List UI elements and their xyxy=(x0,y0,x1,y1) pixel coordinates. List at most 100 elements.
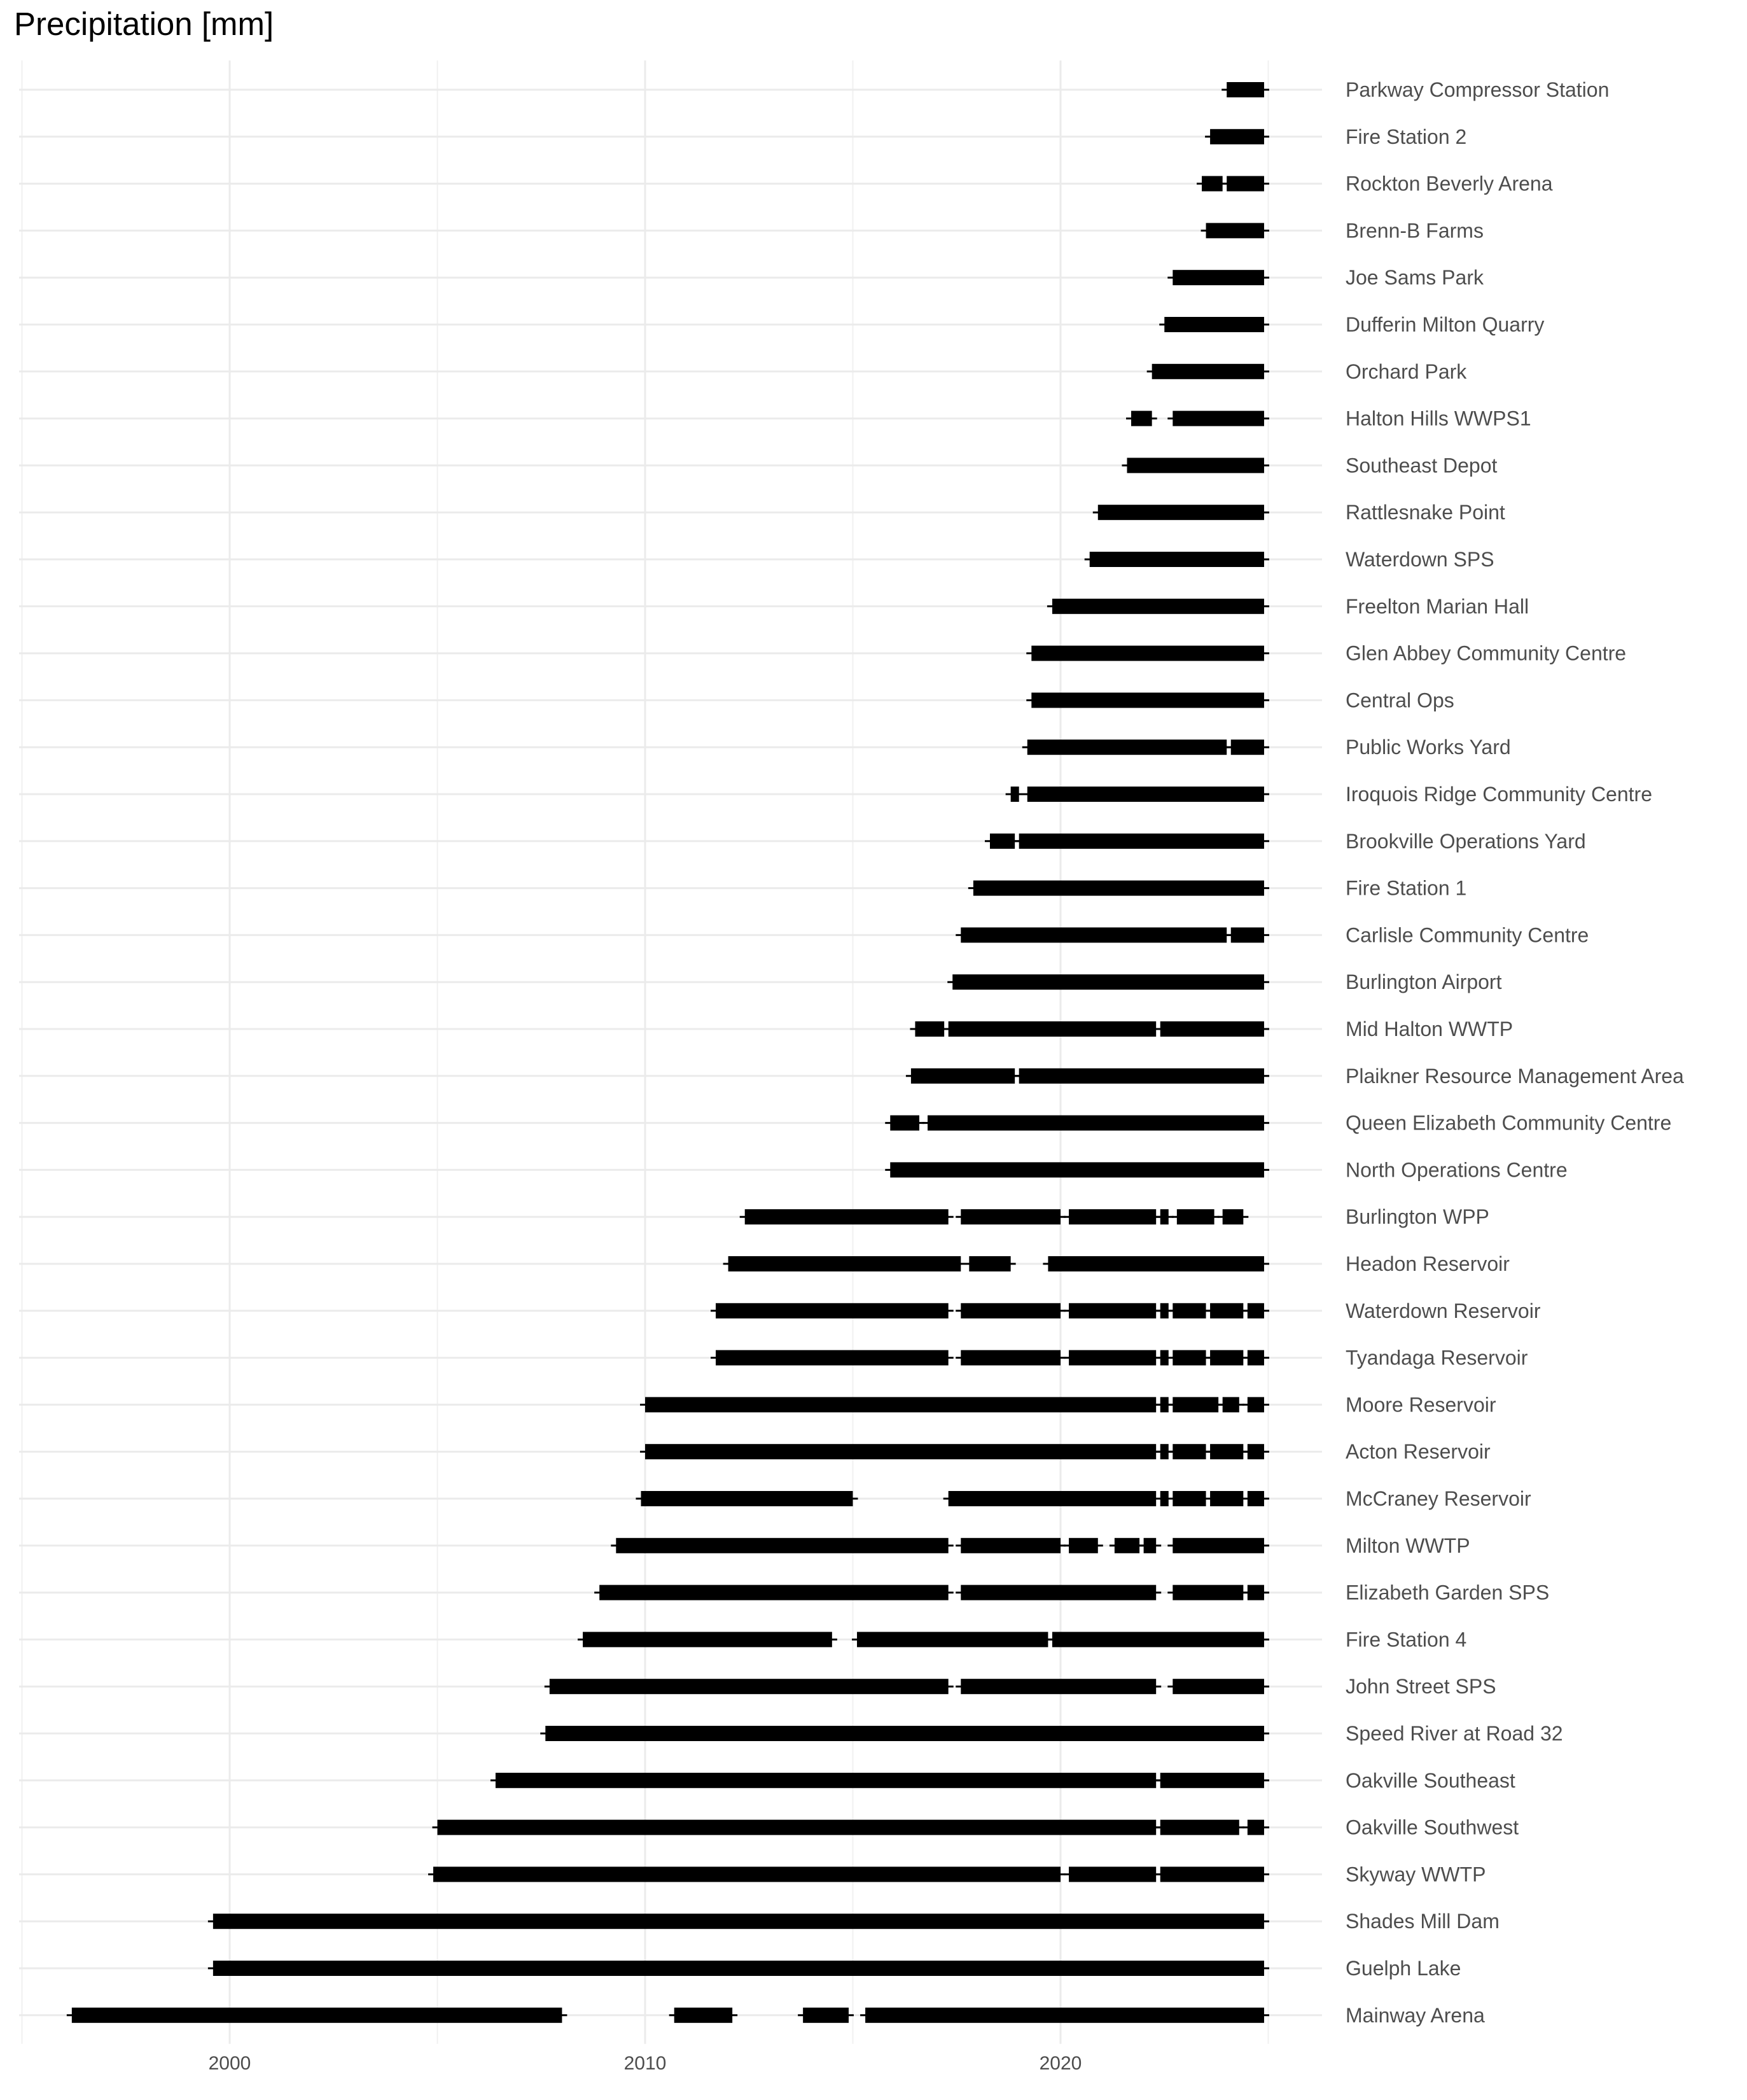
coverage-bar xyxy=(583,1632,832,1648)
x-tick-label: 2020 xyxy=(1040,2053,1082,2074)
coverage-bar xyxy=(1202,176,1223,192)
station-label: Halton Hills WWPS1 xyxy=(1346,407,1531,430)
coverage-bar xyxy=(1247,1397,1264,1413)
coverage-bar xyxy=(1160,1866,1264,1882)
coverage-bar xyxy=(1019,1068,1264,1084)
coverage-bar xyxy=(961,1350,1061,1366)
coverage-bar xyxy=(1210,1303,1244,1319)
coverage-bar xyxy=(865,2007,1264,2023)
coverage-bar xyxy=(1097,505,1264,521)
coverage-bar xyxy=(212,1914,1264,1929)
coverage-bar xyxy=(1143,1537,1157,1553)
coverage-bar xyxy=(495,1772,1157,1788)
coverage-bar xyxy=(1069,1209,1157,1225)
coverage-bar xyxy=(1152,363,1264,379)
station-label: Fire Station 1 xyxy=(1346,877,1466,900)
coverage-bar xyxy=(890,1162,1264,1178)
station-label: Orchard Park xyxy=(1346,360,1467,383)
station-label: Queen Elizabeth Community Centre xyxy=(1346,1112,1671,1135)
coverage-bar xyxy=(545,1726,1264,1741)
coverage-bar xyxy=(1127,458,1264,473)
coverage-bar xyxy=(1247,1585,1264,1600)
coverage-bar xyxy=(1069,1303,1157,1319)
coverage-bar xyxy=(1173,270,1264,286)
coverage-bar xyxy=(1173,1679,1264,1695)
station-label: Mid Halton WWTP xyxy=(1346,1018,1513,1040)
coverage-bar xyxy=(857,1632,1048,1648)
coverage-bar xyxy=(437,1819,1157,1835)
station-label: Oakville Southeast xyxy=(1346,1769,1515,1792)
station-label: Iroquois Ridge Community Centre xyxy=(1346,783,1652,806)
coverage-bar xyxy=(1173,1585,1244,1600)
coverage-bar xyxy=(212,1961,1264,1976)
coverage-bar xyxy=(1027,739,1227,755)
station-label: Acton Reservoir xyxy=(1346,1440,1491,1463)
coverage-bar xyxy=(1222,1209,1244,1225)
coverage-bar xyxy=(1210,1350,1244,1366)
coverage-bar xyxy=(961,1303,1061,1319)
station-label: Rockton Beverly Arena xyxy=(1346,172,1553,195)
station-label: Guelph Lake xyxy=(1346,1957,1461,1980)
coverage-bar xyxy=(1173,1303,1206,1319)
coverage-bar xyxy=(1160,1209,1169,1225)
station-label: Elizabeth Garden SPS xyxy=(1346,1581,1549,1604)
coverage-bar xyxy=(915,1021,945,1037)
coverage-bar xyxy=(433,1866,1061,1882)
coverage-bar xyxy=(1114,1537,1140,1553)
x-tick-label: 2000 xyxy=(209,2053,251,2074)
station-label: Burlington WPP xyxy=(1346,1205,1489,1228)
coverage-bar xyxy=(1048,1256,1264,1271)
station-label: Freelton Marian Hall xyxy=(1346,595,1529,618)
coverage-bar xyxy=(1247,1350,1264,1366)
coverage-bar xyxy=(1227,82,1264,97)
station-label: Southeast Depot xyxy=(1346,454,1498,477)
coverage-bar xyxy=(1160,1491,1169,1506)
coverage-bar xyxy=(1027,787,1264,802)
coverage-bar xyxy=(1173,1444,1206,1460)
coverage-bar xyxy=(1052,598,1264,614)
station-label: Fire Station 2 xyxy=(1346,125,1466,148)
coverage-bar xyxy=(716,1350,949,1366)
x-tick-label: 2010 xyxy=(624,2053,667,2074)
coverage-bar xyxy=(948,1491,1157,1506)
x-tick-layer: 2000 2010 2020 xyxy=(209,2053,1082,2074)
station-label: Tyandaga Reservoir xyxy=(1346,1347,1528,1369)
coverage-bar xyxy=(1210,1444,1244,1460)
coverage-bar xyxy=(645,1444,1157,1460)
coverage-bar xyxy=(973,880,1264,896)
coverage-bar xyxy=(969,1256,1011,1271)
coverage-bar xyxy=(1089,552,1264,567)
station-label: Moore Reservoir xyxy=(1346,1393,1496,1416)
coverage-bar xyxy=(1160,1303,1169,1319)
coverage-bar xyxy=(674,2007,733,2023)
coverage-bar xyxy=(803,2007,849,2023)
coverage-bar xyxy=(1160,1772,1264,1788)
station-label: Parkway Compressor Station xyxy=(1346,78,1609,101)
coverage-bar xyxy=(1160,1350,1169,1366)
coverage-bar xyxy=(1222,1397,1239,1413)
coverage-bar xyxy=(1176,1209,1215,1225)
coverage-bar xyxy=(1173,1350,1206,1366)
coverage-bar xyxy=(989,833,1015,849)
coverage-bar xyxy=(1210,1491,1244,1506)
station-label: Rattlesnake Point xyxy=(1346,501,1505,524)
station-label: Public Works Yard xyxy=(1346,736,1511,759)
station-label: Dufferin Milton Quarry xyxy=(1346,313,1544,336)
station-label: Carlisle Community Centre xyxy=(1346,923,1589,946)
coverage-bar xyxy=(961,1585,1157,1600)
coverage-bar xyxy=(1010,787,1019,802)
station-label: Plaikner Resource Management Area xyxy=(1346,1065,1684,1088)
coverage-bar xyxy=(1160,1397,1169,1413)
coverage-bar xyxy=(1173,410,1264,426)
station-label-layer: Parkway Compressor Station Fire Station 2… xyxy=(1346,78,1684,2027)
coverage-bar xyxy=(961,1679,1157,1695)
station-label: Waterdown SPS xyxy=(1346,548,1494,571)
coverage-bar xyxy=(1069,1866,1157,1882)
station-label: Burlington Airport xyxy=(1346,970,1502,993)
station-label: Skyway WWTP xyxy=(1346,1863,1486,1886)
station-label: Brookville Operations Yard xyxy=(1346,830,1586,853)
coverage-bar xyxy=(1164,317,1264,332)
station-label: Oakville Southwest xyxy=(1346,1816,1519,1839)
station-label: Milton WWTP xyxy=(1346,1534,1470,1557)
coverage-bar xyxy=(744,1209,949,1225)
